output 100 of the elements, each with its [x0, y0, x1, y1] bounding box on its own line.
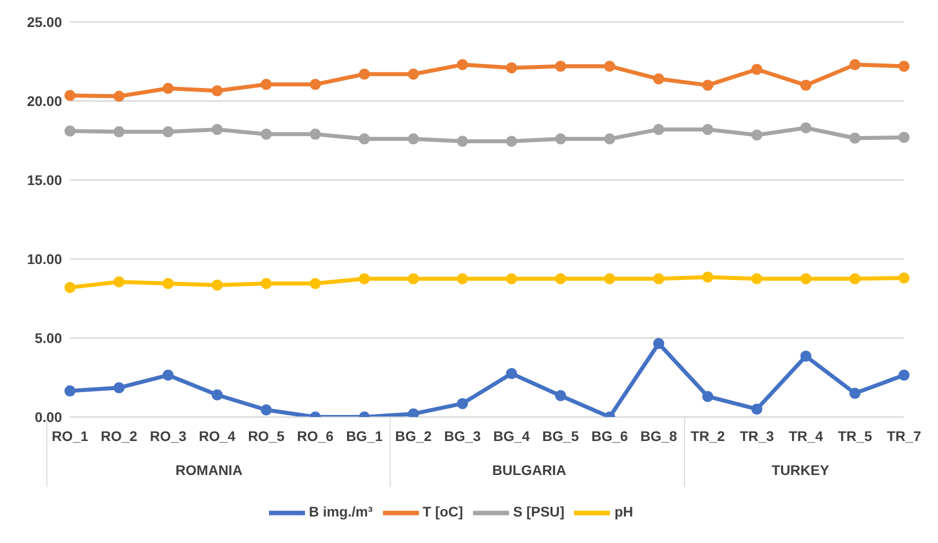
point: [604, 273, 616, 284]
y-tick-label: 25.00: [26, 14, 62, 30]
point: [114, 276, 125, 288]
x-tick-label: RO_2: [100, 428, 138, 444]
point: [849, 59, 860, 70]
legend-label: B img./m³: [308, 504, 373, 520]
point: [849, 132, 860, 144]
point: [260, 78, 272, 90]
point: [555, 273, 566, 284]
point: [898, 370, 910, 381]
x-tick-label: TR_4: [788, 428, 824, 444]
y-tick-label: 5.00: [34, 330, 62, 346]
point: [408, 68, 419, 80]
point: [751, 404, 762, 415]
point: [653, 338, 664, 350]
x-tick-label: BG_3: [444, 428, 481, 444]
point: [114, 90, 125, 102]
point: [898, 132, 910, 143]
point: [751, 273, 762, 284]
point: [260, 404, 272, 416]
point: [358, 273, 370, 284]
point: [800, 350, 812, 362]
point: [849, 388, 860, 399]
text: TURKEY: [772, 462, 830, 478]
point: [456, 59, 468, 70]
point: [702, 272, 714, 283]
point: [456, 398, 468, 410]
point: [64, 282, 76, 293]
point: [358, 68, 370, 80]
x-tick-label: BG_8: [640, 428, 678, 444]
point: [555, 133, 566, 144]
point: [114, 382, 125, 394]
point: [114, 126, 125, 138]
point: [162, 126, 174, 138]
point: [64, 90, 76, 101]
x-tick-label: RO_6: [297, 428, 334, 444]
y-tick-label: 0.00: [34, 408, 62, 425]
x-tick-label: TR_5: [838, 428, 872, 444]
point: [64, 385, 76, 396]
point: [260, 128, 272, 140]
x-tick-label: RO_5: [248, 428, 285, 444]
point: [408, 408, 419, 417]
point: [358, 133, 370, 144]
point: [162, 82, 174, 94]
point: [555, 390, 566, 402]
point: [506, 273, 518, 284]
point: [212, 124, 223, 135]
point: [260, 278, 272, 289]
point: [898, 60, 910, 72]
x-tick-label: RO_3: [150, 428, 187, 444]
point: [800, 122, 812, 134]
point: [751, 64, 762, 75]
x-tick-label: BG_4: [493, 428, 530, 444]
point: [751, 129, 762, 140]
x-tick-label: TR_3: [740, 428, 774, 444]
point: [800, 80, 812, 91]
point: [653, 73, 664, 84]
y-tick-label: 20.00: [26, 92, 62, 109]
point: [310, 128, 321, 140]
x-tick-label: RO_1: [52, 428, 88, 444]
point: [555, 60, 566, 72]
point: [506, 136, 518, 147]
point: [702, 124, 714, 135]
x-tick-label: BG_2: [395, 428, 432, 444]
point: [212, 280, 223, 291]
point: [310, 278, 321, 289]
x-tick-label: BG_1: [346, 428, 383, 444]
point: [849, 273, 860, 284]
x-tick-label: TR_7: [886, 428, 922, 444]
y-tick-label: 15.00: [26, 172, 62, 188]
point: [702, 390, 714, 402]
point: [653, 124, 664, 135]
point: [653, 273, 664, 284]
point: [456, 273, 468, 284]
point: [408, 133, 419, 144]
point: [212, 389, 223, 400]
point: [212, 85, 223, 96]
x-tick-label: TR_2: [690, 428, 726, 444]
point: [456, 136, 468, 147]
legend-label: S [PSU]: [513, 504, 564, 520]
x-tick-label: BG_6: [591, 428, 628, 444]
text: ROMANIA: [176, 462, 242, 478]
point: [310, 78, 321, 90]
point: [604, 60, 616, 72]
x-tick-label: RO_4: [198, 428, 236, 444]
point: [506, 62, 518, 74]
text: BULGARIA: [492, 462, 566, 478]
y-tick-label: 10.00: [26, 250, 62, 267]
x-tick-label: BG_5: [542, 428, 580, 444]
point: [604, 133, 616, 144]
point: [64, 126, 76, 137]
point: [162, 278, 174, 289]
point: [898, 272, 910, 284]
legend-label: T [oC]: [422, 504, 464, 520]
point: [162, 370, 174, 381]
point: [506, 368, 518, 380]
point: [800, 273, 812, 284]
point: [702, 80, 714, 91]
point: [408, 273, 419, 284]
legend-label: pH: [614, 504, 634, 520]
